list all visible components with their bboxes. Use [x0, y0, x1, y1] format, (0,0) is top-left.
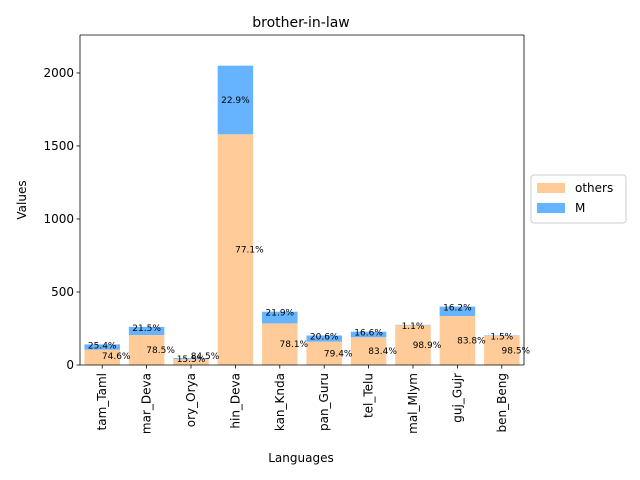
legend-label-M: M [575, 201, 585, 215]
bar-M-kan_Knda [262, 311, 298, 324]
bar-others-tam_Taml [84, 349, 120, 365]
bar-M-guj_Gujr [439, 306, 476, 317]
x-axis-title: Languages [268, 451, 333, 465]
x-tick-label-pan_Guru: pan_Guru [317, 373, 331, 431]
x-tick-label-guj_Gujr: guj_Gujr [450, 373, 464, 423]
bar-others-pan_Guru [306, 341, 342, 365]
bar-M-tel_Telu [350, 331, 387, 338]
bar-M-ory_Orya [173, 358, 209, 360]
chart-title: brother-in-law [252, 15, 350, 31]
bar-others-ory_Orya [173, 359, 209, 365]
bar-M-mar_Deva [128, 326, 165, 336]
data-label-others-ory_Orya: 84.5% [191, 352, 220, 362]
x-tick-label-ben_Beng: ben_Beng [495, 373, 509, 432]
data-label-others-kan_Knda: 78.1% [280, 340, 309, 350]
y-tick-label: 0 [66, 358, 74, 372]
legend-swatch-others [537, 183, 565, 193]
y-tick-label: 500 [51, 285, 74, 299]
bar-others-kan_Knda [262, 323, 298, 365]
bar-M-hin_Deva [217, 65, 254, 135]
data-label-others-pan_Guru: 79.4% [324, 349, 353, 359]
data-label-M-pan_Guru: 20.6% [310, 333, 339, 343]
legend-label-others: others [575, 181, 613, 195]
data-label-others-hin_Deva: 77.1% [235, 246, 264, 256]
data-label-others-guj_Gujr: 83.8% [457, 337, 486, 347]
x-tick-label-mal_Mlym: mal_Mlym [406, 373, 420, 434]
data-label-others-tam_Taml: 74.6% [102, 352, 131, 362]
bar-others-hin_Deva [217, 134, 254, 365]
y-tick-label: 1500 [43, 139, 74, 153]
y-tick-label: 1000 [43, 212, 74, 226]
x-tick-label-ory_Orya: ory_Orya [184, 373, 198, 427]
data-label-M-mal_Mlym: 1.1% [402, 322, 425, 332]
bar-M-pan_Guru [306, 335, 342, 342]
bar-M-tam_Taml [84, 344, 120, 350]
data-label-others-tel_Telu: 83.4% [368, 347, 397, 357]
bar-others-guj_Gujr [439, 316, 476, 365]
data-label-M-ory_Orya: 15.5% [177, 355, 206, 365]
bar-others-mar_Deva [128, 335, 165, 365]
legend: others M [530, 174, 627, 224]
x-tick-label-tam_Taml: tam_Taml [95, 373, 109, 430]
bar-others-mal_Mlym [395, 325, 431, 365]
x-tick-label-tel_Telu: tel_Telu [362, 373, 376, 418]
data-label-others-mar_Deva: 78.5% [146, 346, 175, 356]
data-label-M-ben_Beng: 1.5% [490, 332, 513, 342]
data-label-others-mal_Mlym: 98.9% [413, 341, 442, 351]
data-label-M-tam_Taml: 25.4% [88, 341, 117, 351]
bar-others-ben_Beng [484, 335, 520, 365]
data-label-M-tel_Telu: 16.6% [354, 329, 383, 339]
data-label-M-kan_Knda: 21.9% [266, 309, 295, 319]
x-tick-label-mar_Deva: mar_Deva [140, 373, 154, 434]
legend-swatch-M [537, 203, 565, 213]
plot-area: 25.4%74.6% 21.5% 78.5%15.5%84.5% 22.9% 77.1%… [43, 34, 531, 434]
y-axis-title: Values [15, 180, 29, 219]
data-label-M-hin_Deva: 22.9% [221, 96, 250, 106]
data-label-M-guj_Gujr: 16.2% [443, 304, 472, 314]
bar-others-tel_Telu [350, 337, 387, 365]
x-tick-label-hin_Deva: hin_Deva [228, 373, 242, 429]
data-label-M-mar_Deva: 21.5% [132, 324, 161, 334]
data-label-others-ben_Beng: 98.5% [502, 346, 531, 356]
x-tick-label-kan_Knda: kan_Knda [273, 373, 287, 431]
y-tick-label: 2000 [43, 66, 74, 80]
